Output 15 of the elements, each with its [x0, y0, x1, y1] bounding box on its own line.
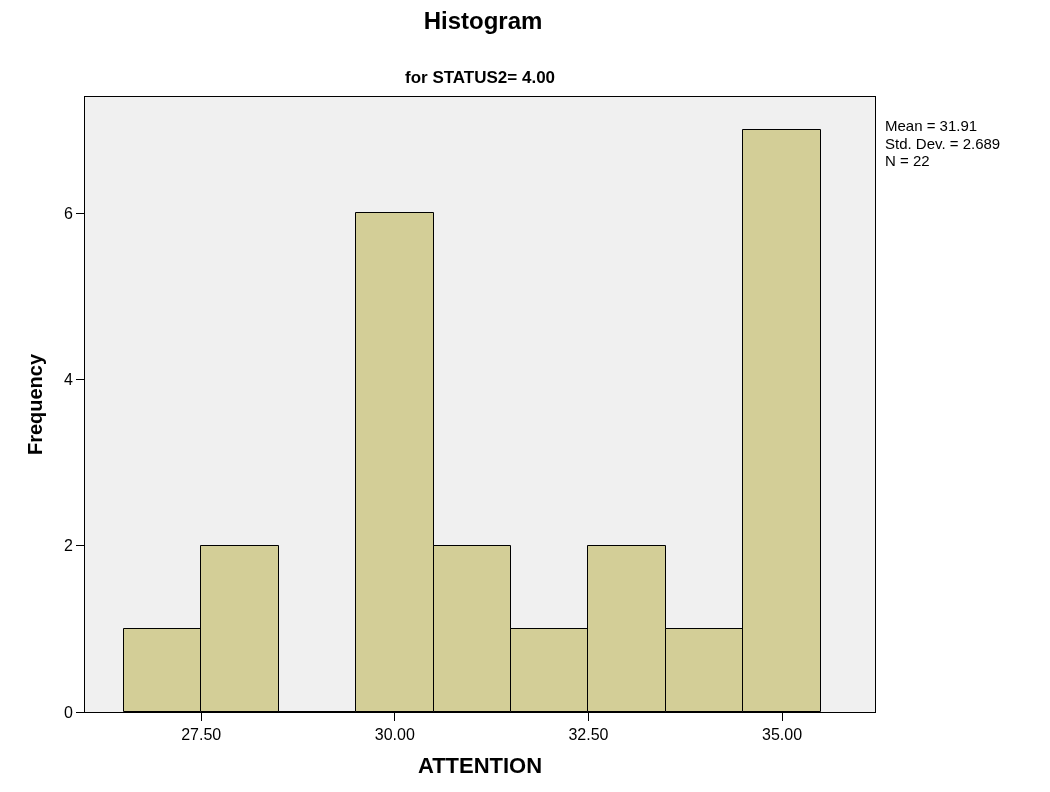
- text: Std. Dev. = 2.689: [885, 135, 1001, 152]
- y-tick-label: 6: [63, 204, 73, 222]
- text: N = 22: [885, 152, 930, 169]
- x-tick-label: 32.50: [568, 726, 609, 744]
- y-axis-title: Frequency: [24, 353, 47, 456]
- chart-title: Histogram: [423, 6, 543, 34]
- y-tick-label: 4: [63, 371, 73, 389]
- x-axis-title: ATTENTION: [417, 753, 543, 779]
- x-tick-label: 30.00: [374, 726, 415, 744]
- chart-subtitle: for STATUS2= 4.00: [405, 68, 556, 87]
- text: Mean = 31.91: [885, 117, 978, 134]
- x-tick-label: 27.50: [181, 726, 222, 744]
- y-tick-label: 0: [63, 703, 73, 721]
- x-tick-label: 35.00: [762, 726, 803, 744]
- y-tick-label: 2: [63, 537, 73, 555]
